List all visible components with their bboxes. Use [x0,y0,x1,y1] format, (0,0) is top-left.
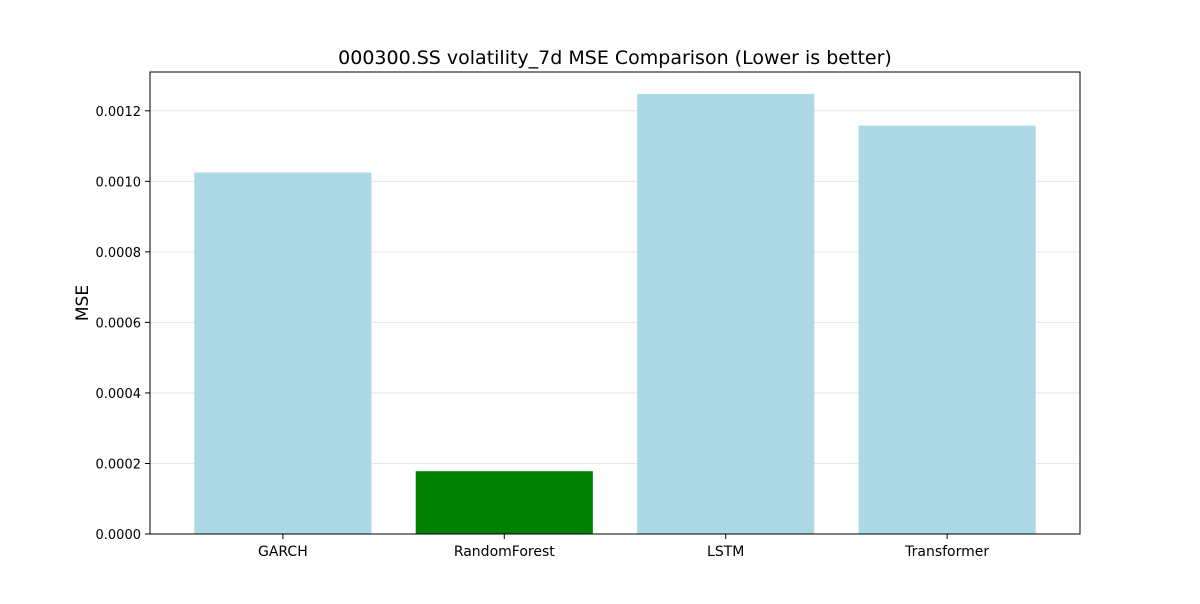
bar-lstm [637,93,815,534]
y-tick-label: 0.0010 [96,175,142,190]
bars [194,93,1036,534]
y-tick-label: 0.0004 [96,387,142,402]
y-tick-label: 0.0012 [96,105,142,120]
x-tick-label: LSTM [707,544,744,560]
x-tick-label: Transformer [904,544,989,560]
x-tick-label: RandomForest [454,544,555,560]
y-tick-label: 0.0000 [96,528,142,543]
y-tick-label: 0.0002 [96,457,142,472]
x-axis-ticks: GARCH RandomForest LSTM Transformer [258,534,989,560]
bar-transformer [858,125,1036,534]
x-tick-label: GARCH [258,544,308,560]
y-tick-label: 0.0008 [96,246,142,261]
bar-randomforest [415,471,593,534]
y-tick-label: 0.0006 [96,316,142,331]
chart-title: 000300.SS volatility_7d MSE Comparison (… [338,47,892,69]
y-axis-label: MSE [73,285,93,321]
plot-frame [149,71,1081,535]
y-axis-ticks: 0.0000 0.0002 0.0004 0.0006 0.0008 0.0010 0.00… [96,105,150,543]
bar-garch [194,172,372,534]
